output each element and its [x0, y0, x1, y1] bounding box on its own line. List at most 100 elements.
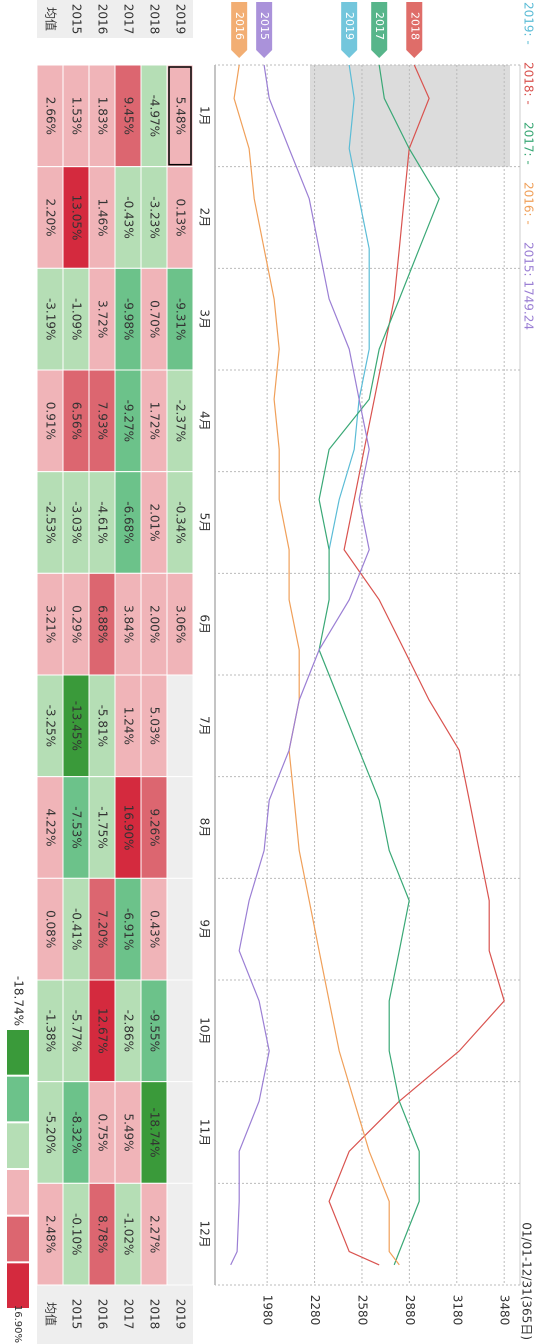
- table-cell-text: 3.06%: [174, 605, 188, 643]
- table-cell-text: -3.03%: [70, 501, 84, 543]
- row-label: 2018: [148, 4, 162, 35]
- legend-entry: 2019: -: [522, 2, 536, 45]
- table-cell-text: -2.53%: [44, 501, 58, 543]
- series-flag-label: 2016: [233, 12, 246, 40]
- table-cell: [166, 877, 194, 981]
- table-cell-text: -0.41%: [70, 908, 84, 950]
- selected-month-shade: [310, 65, 510, 167]
- month-label: 4月: [198, 411, 212, 431]
- row-label: 2019: [174, 4, 188, 35]
- table-cell-text: 1.83%: [96, 97, 110, 135]
- table-cell-text: 4.22%: [44, 808, 58, 846]
- month-label: 2月: [198, 208, 212, 228]
- table-cell-text: 3.72%: [96, 300, 110, 338]
- series-flag: [231, 2, 248, 58]
- scale-min-label: -18.74%: [12, 976, 26, 1026]
- series-line: [318, 64, 440, 1266]
- month-label: 5月: [198, 513, 212, 533]
- table-cell: [166, 776, 194, 879]
- month-label: 12月: [198, 1221, 212, 1248]
- table-cell-text: -2.37%: [174, 400, 188, 442]
- table-cell-text: 0.29%: [70, 605, 84, 643]
- y-tick-label: 2280: [308, 1295, 322, 1326]
- table-cell-text: 2.27%: [148, 1215, 162, 1253]
- month-label: 10月: [198, 1017, 212, 1044]
- y-tick-label: 3180: [450, 1295, 464, 1326]
- series-flag-label: 2017: [373, 12, 386, 40]
- table-cell-text: -8.32%: [70, 1111, 84, 1153]
- row-label: 2015: [70, 4, 84, 35]
- table-cell-text: -5.20%: [44, 1111, 58, 1153]
- table-cell-text: 9.45%: [122, 97, 136, 135]
- table-cell-text: 0.70%: [148, 300, 162, 338]
- row-label-bg: [37, 1285, 193, 1344]
- row-label: 2016: [96, 1299, 110, 1330]
- table-cell-text: 7.93%: [96, 402, 110, 440]
- table-cell-text: 6.88%: [96, 605, 110, 643]
- table-cell-text: 8.78%: [96, 1215, 110, 1253]
- table-cell-text: -6.68%: [122, 501, 136, 543]
- table-cell-text: -6.91%: [122, 908, 136, 950]
- month-label: 7月: [198, 716, 212, 736]
- table-cell-text: -18.74%: [148, 1107, 162, 1157]
- month-label: 1月: [198, 106, 212, 126]
- row-label-bg: [37, 0, 193, 38]
- legend-entry: 2016: -: [522, 182, 536, 225]
- series-flag-label: 2019: [343, 12, 356, 40]
- table-cell-text: -9.98%: [122, 298, 136, 340]
- table-cell-text: 6.56%: [70, 402, 84, 440]
- table-cell: [166, 1081, 194, 1184]
- table-cell-text: 1.72%: [148, 402, 162, 440]
- table-cell-text: 0.75%: [96, 1113, 110, 1151]
- table-cell-text: -13.45%: [70, 701, 84, 751]
- table-cell-text: 0.43%: [148, 910, 162, 948]
- scale-swatch: [7, 1076, 29, 1122]
- table-cell-text: 2.20%: [44, 198, 58, 236]
- table-cell-text: 2.01%: [148, 503, 162, 541]
- y-tick-label: 1980: [261, 1295, 275, 1326]
- table-cell-text: 3.84%: [122, 605, 136, 643]
- y-tick-label: 3480: [498, 1295, 512, 1326]
- series-flag-label: 2015: [258, 12, 271, 40]
- row-label: 2017: [122, 1299, 136, 1330]
- row-label: 2018: [148, 1299, 162, 1330]
- table-cell: [166, 674, 194, 778]
- scale-swatch: [7, 1216, 29, 1262]
- table-cell: [166, 1182, 194, 1286]
- table-cell-text: 2.00%: [148, 605, 162, 643]
- row-label: 均值: [44, 1302, 59, 1326]
- row-label: 2015: [70, 1299, 84, 1330]
- month-label: 11月: [198, 1119, 212, 1146]
- table-cell-text: 9.26%: [148, 808, 162, 846]
- table-cell-text: -7.53%: [70, 806, 84, 848]
- scale-max-label: 16.90%: [12, 1305, 23, 1343]
- table-cell-text: 0.08%: [44, 910, 58, 948]
- table-cell-text: -4.61%: [96, 501, 110, 543]
- scale-swatch: [7, 1170, 29, 1215]
- y-tick-label: 2880: [403, 1295, 417, 1326]
- table-cell-text: -4.97%: [148, 95, 162, 137]
- table-cell-text: 16.90%: [122, 805, 136, 851]
- table-cell-text: -5.77%: [70, 1010, 84, 1052]
- table-cell: [166, 979, 194, 1083]
- legend-entry: 2017: -: [522, 122, 536, 165]
- row-label: 均值: [44, 7, 59, 31]
- series-line: [233, 64, 400, 1266]
- table-cell-text: -0.34%: [174, 501, 188, 543]
- table-cell-text: 1.53%: [70, 97, 84, 135]
- table-cell-text: 5.49%: [122, 1113, 136, 1151]
- month-label: 6月: [198, 614, 212, 634]
- table-cell-text: 13.05%: [70, 195, 84, 241]
- table-cell-text: 12.67%: [96, 1008, 110, 1054]
- table-cell-text: -0.10%: [70, 1213, 84, 1255]
- table-cell-text: 0.13%: [174, 198, 188, 236]
- scale-swatch: [7, 1263, 29, 1309]
- series-flag: [371, 2, 388, 58]
- table-cell-text: -1.09%: [70, 298, 84, 340]
- table-cell-text: 2.66%: [44, 97, 58, 135]
- table-cell-text: 1.24%: [122, 707, 136, 745]
- table-cell-text: 5.48%: [174, 97, 188, 135]
- row-label: 2017: [122, 4, 136, 35]
